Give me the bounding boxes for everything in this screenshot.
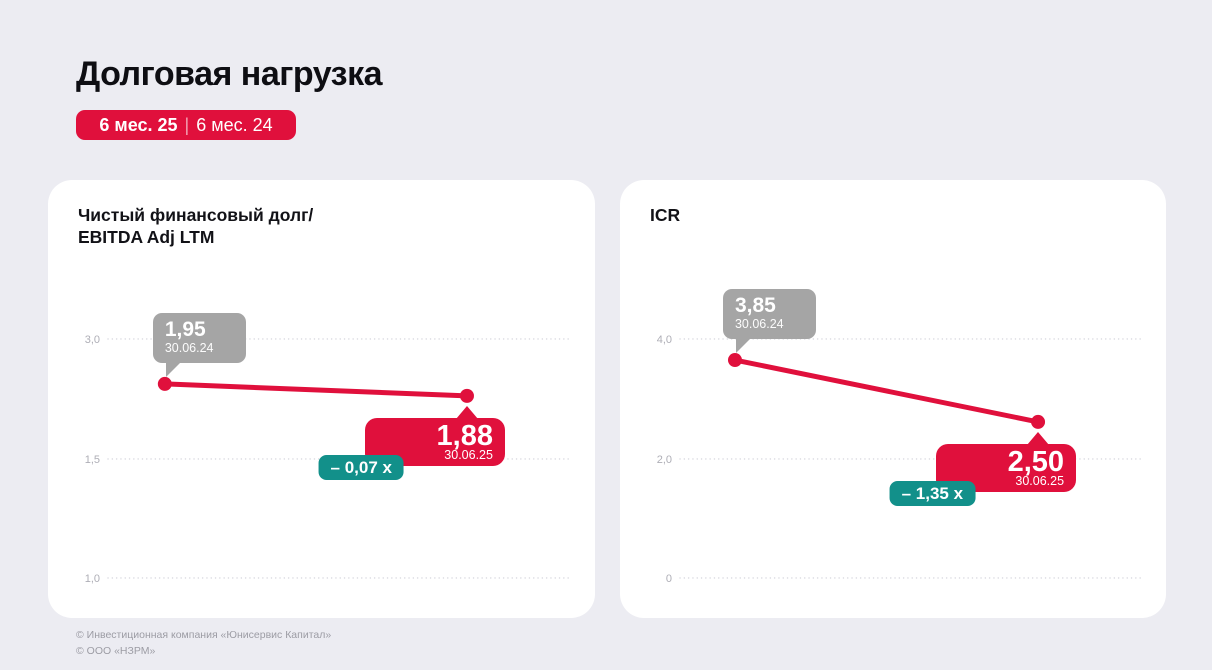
chart-title-line: Чистый финансовый долг/ <box>78 205 314 225</box>
metric-card-net-debt-ebitda: Чистый финансовый долг/EBITDA Adj LTM 3,… <box>48 180 595 618</box>
previous-value: 3,85 <box>734 294 776 318</box>
chart-title: Чистый финансовый долг/EBITDA Adj LTM <box>78 204 313 248</box>
period-previous: 6 мес. 24 <box>196 114 273 135</box>
chart-title-line: EBITDA Adj LTM <box>78 227 215 247</box>
callout-previous-value: 3,85 30.06.24 <box>722 289 816 354</box>
current-value: 2,50 <box>1007 445 1065 478</box>
delta-badge: – 1,35 x <box>889 480 976 506</box>
data-point <box>459 388 474 403</box>
line-chart: 4,0 2,0 0 <box>657 334 1143 585</box>
y-tick-label: 1,5 <box>85 454 100 466</box>
data-point <box>1031 414 1046 429</box>
period-badge: 6 мес. 25 | 6 мес. 24 <box>76 110 296 140</box>
trend-line <box>162 381 470 399</box>
y-tick-label: 2,0 <box>657 454 672 466</box>
footer-line-1: © Инвестиционная компания «Юнисервис Кап… <box>76 629 332 641</box>
data-point <box>727 353 742 368</box>
current-date: 30.06.25 <box>1015 473 1065 488</box>
y-tick-label: 3,0 <box>85 334 100 346</box>
metric-card-icr: ICR 4,0 2,0 0 3,85 30.06.24 2,50 30.06.25 – 1,3… <box>620 180 1166 618</box>
page-title: Долговая нагрузка <box>76 55 383 93</box>
y-tick-label: 1,0 <box>85 573 100 585</box>
period-separator: | <box>184 114 190 135</box>
chart-title-line: ICR <box>650 205 681 225</box>
data-point <box>157 376 172 391</box>
delta-badge: – 0,07 x <box>318 454 404 480</box>
footer-copyright: © Инвестиционная компания «Юнисервис Кап… <box>76 628 331 659</box>
trend-line <box>732 357 1041 425</box>
period-current: 6 мес. 25 <box>99 114 178 135</box>
y-tick-label: 0 <box>666 573 672 585</box>
previous-date: 30.06.24 <box>164 340 214 355</box>
y-tick-label: 4,0 <box>657 334 672 346</box>
previous-date: 30.06.24 <box>734 317 784 332</box>
footer-line-2: © ООО «НЗРМ» <box>76 644 156 657</box>
current-value: 1,88 <box>436 419 493 452</box>
previous-value: 1,95 <box>164 317 206 341</box>
chart-title: ICR <box>650 204 680 226</box>
callout-previous-value: 1,95 30.06.24 <box>152 312 246 377</box>
current-date: 30.06.25 <box>444 447 493 462</box>
